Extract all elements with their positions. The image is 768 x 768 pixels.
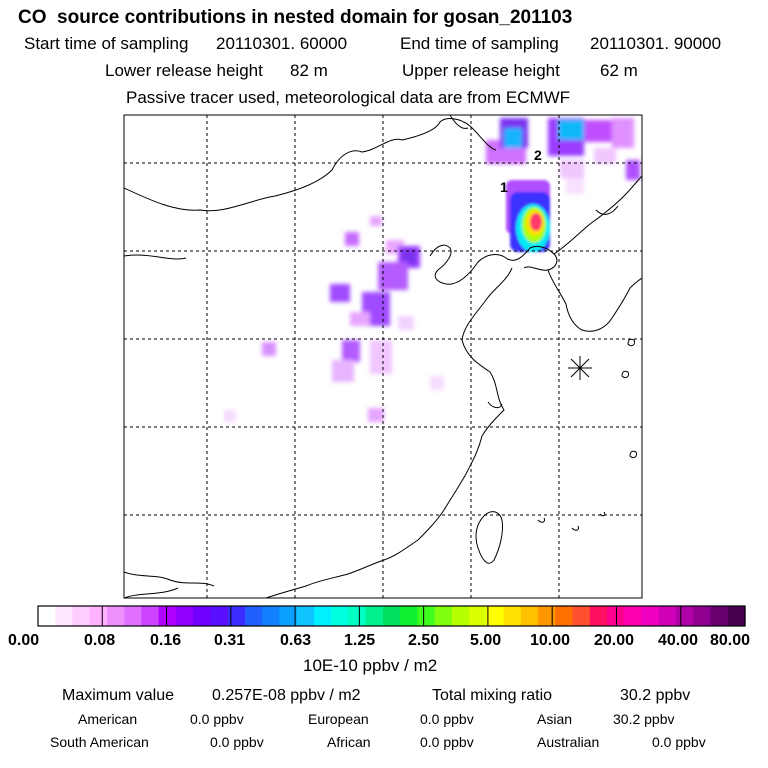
tracer-plume-northeast [486,118,640,194]
colorbar-tick-5: 1.25 [344,632,376,649]
lower-release-label: Lower release height [105,61,263,80]
colorbar-tick-10: 40.00 [658,632,699,649]
colorbar-swatch-11 [227,606,246,626]
release-marker-2: 2 [534,147,542,163]
colorbar-tick-2: 0.16 [150,632,182,649]
colorbar-tick-4: 0.63 [280,632,312,649]
region-value-american: 0.0 ppbv [190,711,244,727]
colorbar-swatch-13 [262,606,281,626]
colorbar-swatch-4 [106,606,125,626]
colorbar-swatch-30 [555,606,574,626]
colorbar-swatch-2 [72,606,91,626]
colorbar-swatch-5 [124,606,143,626]
colorbar-swatch-34 [624,606,643,626]
map-title: CO source contributions in nested domain… [18,7,573,28]
total-mixing-ratio-label: Total mixing ratio [432,687,553,704]
colorbar-swatch-17 [331,606,349,626]
colorbar-tick-7: 5.00 [470,632,502,649]
colorbar-swatch-25 [469,606,487,626]
colorbar-tick-0: 0.00 [8,632,40,649]
coastlines [124,115,642,598]
max-value: 0.257E-08 ppbv / m2 [212,687,361,704]
colorbar-swatch-29 [538,606,556,626]
colorbar-swatch-19 [365,606,384,626]
end-time-value: 20110301. 90000 [590,34,722,53]
start-time-label: Start time of sampling [24,34,189,53]
upper-release-value: 62 m [600,61,638,80]
colorbar-frame [37,605,746,627]
colorbar-swatch-37 [676,606,694,626]
release-marker-1: 1 [500,179,508,195]
region-name-australian: Australian [537,734,600,750]
colorbar-tick-1: 0.08 [84,632,116,649]
region-value-african: 0.0 ppbv [420,734,474,750]
max-value-label: Maximum value [62,687,175,704]
start-time-value: 20110301. 60000 [216,34,348,53]
colorbar-swatch-28 [520,606,539,626]
colorbar-swatch-36 [658,606,677,626]
colorbar-swatch-24 [451,606,470,626]
colorbar-tick-11: 80.00 [710,632,751,649]
colorbar-tick-6: 2.50 [408,632,440,649]
colorbar-swatch-35 [641,606,660,626]
region-value-south-american: 0.0 ppbv [210,734,264,750]
data-source-note: Passive tracer used, meteorological data… [126,88,571,107]
region-name-south-american: South American [50,734,149,750]
region-value-australian: 0.0 ppbv [652,734,706,750]
region-name-african: African [327,734,371,750]
colorbar-swatch-23 [434,606,453,626]
region-name-american: American [78,711,138,727]
upper-release-label: Upper release height [402,61,560,80]
colorbar-swatch-20 [382,606,401,626]
map-frame [123,114,643,599]
colorbar-swatch-32 [589,606,608,626]
colorbar-swatch-8 [175,606,194,626]
colorbar-tick-9: 20.00 [594,632,635,649]
colorbar-swatch-15 [296,606,315,626]
colorbar-swatch-21 [400,606,418,626]
region-value-asian: 30.2 ppbv [613,711,675,727]
colorbar-swatch-26 [486,606,505,626]
colorbar-swatch-1 [55,606,74,626]
colorbar-swatch-22 [417,606,436,626]
end-time-label: End time of sampling [400,34,559,53]
colorbar-tick-3: 0.31 [214,632,246,649]
colorbar-swatch-0 [38,606,56,626]
colorbar-swatch-6 [141,606,160,626]
colorbar-swatch-40 [727,606,746,626]
colorbar-swatch-10 [210,606,229,626]
colorbar-swatch-9 [193,606,212,626]
tracer-plume-inland [224,216,444,422]
colorbar-swatch-31 [572,606,591,626]
region-value-european: 0.0 ppbv [420,711,474,727]
colorbar-swatch-16 [313,606,332,626]
colorbar-swatch-14 [279,606,298,626]
lower-release-value: 82 m [290,61,328,80]
colorbar-swatch-38 [693,606,712,626]
colorbar-swatch-12 [244,606,263,626]
colorbar-tick-8: 10.00 [530,632,571,649]
total-mixing-ratio-value: 30.2 ppbv [620,687,691,704]
receptor-star-icon [568,356,592,380]
colorbar-swatch-18 [348,606,367,626]
lat-lon-grid [124,115,642,598]
colorbar-swatch-7 [158,606,177,626]
colorbar-swatch-39 [710,606,729,626]
colorbar-swatch-27 [503,606,522,626]
region-name-european: European [308,711,369,727]
colorbar-swatch-3 [89,606,108,626]
region-name-asian: Asian [537,711,573,727]
colorbar-unit: 10E-10 ppbv / m2 [303,656,438,675]
tracer-plume-core [506,180,550,252]
